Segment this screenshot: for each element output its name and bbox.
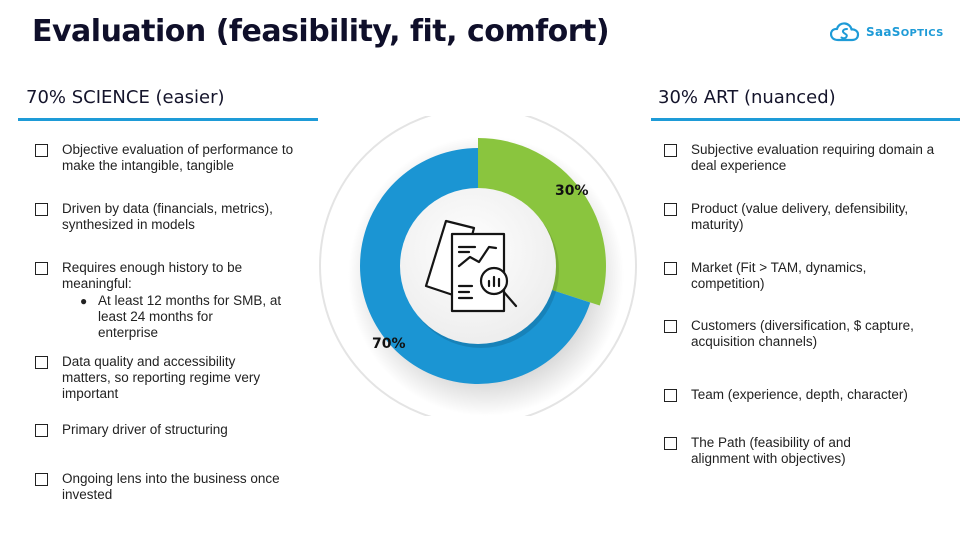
checkbox[interactable] [664,144,677,157]
report-analysis-icon [424,219,518,313]
checkbox[interactable] [664,320,677,333]
sub-line: least 24 months for [98,309,213,324]
item-line: synthesized in models [62,217,195,232]
science-item: Requires enough history to be meaningful… [35,260,325,341]
cloud-icon [830,22,860,42]
checkbox[interactable] [664,203,677,216]
sub-line: At least 12 months for SMB, at [98,293,282,308]
art-item: Market (Fit > TAM, dynamics, competition… [664,260,954,292]
item-line: Driven by data (financials, metrics), [62,201,273,216]
item-line: The Path (feasibility of and [691,435,851,450]
item-line: meaningful: [62,276,132,291]
item-line: Ongoing lens into the business once [62,471,280,486]
science-item: Driven by data (financials, metrics), sy… [35,201,325,233]
checkbox[interactable] [35,473,48,486]
item-line: Product (value delivery, defensibility, [691,201,909,216]
item-line: Market (Fit > TAM, dynamics, [691,260,867,275]
science-heading: 70% SCIENCE (easier) [26,87,225,108]
item-line: important [62,386,119,401]
science-item: Data quality and accessibility matters, … [35,354,325,402]
science-art-donut-chart: 30% 70% [318,116,638,416]
item-line: matters, so reporting regime very [62,370,261,385]
checkbox[interactable] [35,203,48,216]
item-line: Customers (diversification, $ capture, [691,318,914,333]
outer-ring [319,116,637,416]
science-item: Ongoing lens into the business once inve… [35,471,325,503]
science-item: Primary driver of structuring [35,422,325,438]
sub-line: enterprise [98,325,159,340]
art-heading: 30% ART (nuanced) [658,87,836,108]
art-item: Product (value delivery, defensibility, … [664,201,954,233]
donut-svg [319,116,637,416]
item-line: Primary driver of structuring [62,422,228,437]
item-line: alignment with objectives) [691,451,846,466]
checkbox[interactable] [664,437,677,450]
sub-bullet: ● At least 12 months for SMB, at least 2… [80,293,282,341]
page-title: Evaluation (feasibility, fit, comfort) [32,14,610,49]
saasoptics-logo: SaaSOPTICS [830,20,944,44]
item-line: acquisition channels) [691,334,818,349]
art-item: Team (experience, depth, character) [664,387,954,403]
science-item: Objective evaluation of performance to m… [35,142,325,174]
checkbox[interactable] [35,144,48,157]
checkbox[interactable] [35,262,48,275]
item-line: Team (experience, depth, character) [691,387,908,402]
science-underline [18,118,318,121]
item-line: maturity) [691,217,744,232]
bullet-dot-icon: ● [80,294,88,308]
art-item: The Path (feasibility of and alignment w… [664,435,954,467]
item-line: Objective evaluation of performance to [62,142,294,157]
science-percent-label: 70% [372,336,406,352]
logo-text-main: SaaS [866,25,901,39]
item-line: Data quality and accessibility [62,354,236,369]
item-line: Requires enough history to be [62,260,243,275]
item-line: Subjective evaluation requiring domain a [691,142,935,157]
checkbox[interactable] [664,262,677,275]
art-underline [651,118,960,121]
art-percent-label: 30% [555,183,589,199]
science-slice [360,148,591,384]
logo-text-small: OPTICS [900,28,944,39]
art-item: Customers (diversification, $ capture, a… [664,318,954,350]
art-item: Subjective evaluation requiring domain a… [664,142,960,174]
checkbox[interactable] [35,424,48,437]
checkbox[interactable] [664,389,677,402]
item-line: competition) [691,276,765,291]
item-line: deal experience [691,158,787,173]
checkbox[interactable] [35,356,48,369]
item-line: make the intangible, tangible [62,158,234,173]
item-line: invested [62,487,113,502]
